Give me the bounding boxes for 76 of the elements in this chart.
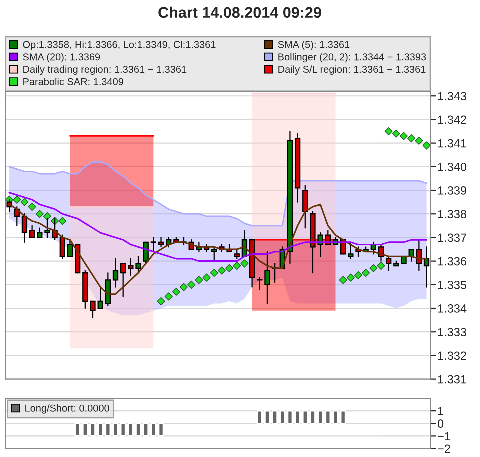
point [188,280,196,289]
point [377,262,386,270]
candlestick [98,286,104,310]
legend-label: Bollinger (20, 2): 1.3344 − 1.3393 [278,53,426,63]
point [172,288,180,296]
candlestick [158,237,164,248]
y-tick-label: 1.342 [438,116,466,124]
y-tick-label: 1.331 [438,375,466,384]
point [346,274,355,282]
y-tick-label: 1.332 [438,352,466,360]
legend-label: Daily S/L region: 1.3361 − 1.3361 [278,66,426,76]
candlestick [424,246,430,288]
chart-title: Chart 14.08.2014 09:29 [158,6,322,18]
y-tick-label: −2 [438,444,450,454]
y-tick-label: 1.338 [438,210,467,219]
point [43,212,52,220]
point [226,264,234,272]
candlestick [120,263,126,298]
candlestick [234,248,240,260]
y-tick-label: 1.343 [438,92,467,101]
y-tick-label: 1.334 [438,304,467,313]
legend-label: Long/Short: 0.0000 [26,404,110,414]
y-tick-label: 1.339 [438,186,466,195]
legend-label: Daily trading region: 1.3361 − 1.3361 [24,66,187,76]
point [370,264,378,272]
point [164,292,173,301]
point [354,271,363,280]
point [210,269,218,278]
candlestick [212,246,218,262]
point [157,297,166,306]
point [195,276,204,284]
point [415,136,424,145]
point [202,274,211,282]
candlestick [60,234,66,260]
candlestick [302,185,308,229]
y-tick-label: 1.340 [438,162,467,172]
candlestick [29,225,36,238]
point [362,269,370,278]
point [13,196,22,204]
candlestick [264,251,270,304]
y-tick-label: 1.335 [438,280,467,290]
y-tick-label: 1 [438,407,444,416]
point [36,210,44,218]
y-tick-label: 1.341 [438,139,466,148]
point [180,283,188,292]
y-tick-label: 1.333 [438,328,467,337]
candlestick [386,256,392,272]
y-tick-label: 0 [438,420,444,428]
point [422,142,431,150]
candlestick [112,258,119,288]
point [408,134,416,143]
legend-label: Parabolic SAR: 1.3409 [24,78,124,86]
line-series [8,162,428,227]
point [400,132,408,140]
candlestick [105,272,111,307]
point [58,217,67,226]
y-tick-label: 1.336 [438,257,467,266]
point [218,266,226,275]
legend-label: SMA (20): 1.3369 [23,53,100,63]
point [384,127,393,136]
point [20,198,29,206]
point [28,203,36,212]
point [233,262,242,270]
candlestick [90,300,96,319]
legend-label: Op:1.3358, Hi:1.3366, Lo:1.3349, Cl:1.3361 [23,40,216,50]
candlestick [348,242,354,260]
candlestick [37,228,43,238]
point [339,276,348,284]
candlestick [150,237,157,252]
point [240,260,249,268]
point [392,130,400,138]
candlestick [67,240,74,258]
y-tick-label: 1.337 [438,234,466,242]
legend-label: SMA (5): 1.3361 [278,40,350,50]
y-tick-label: −1 [438,432,450,440]
candlestick [22,214,28,243]
